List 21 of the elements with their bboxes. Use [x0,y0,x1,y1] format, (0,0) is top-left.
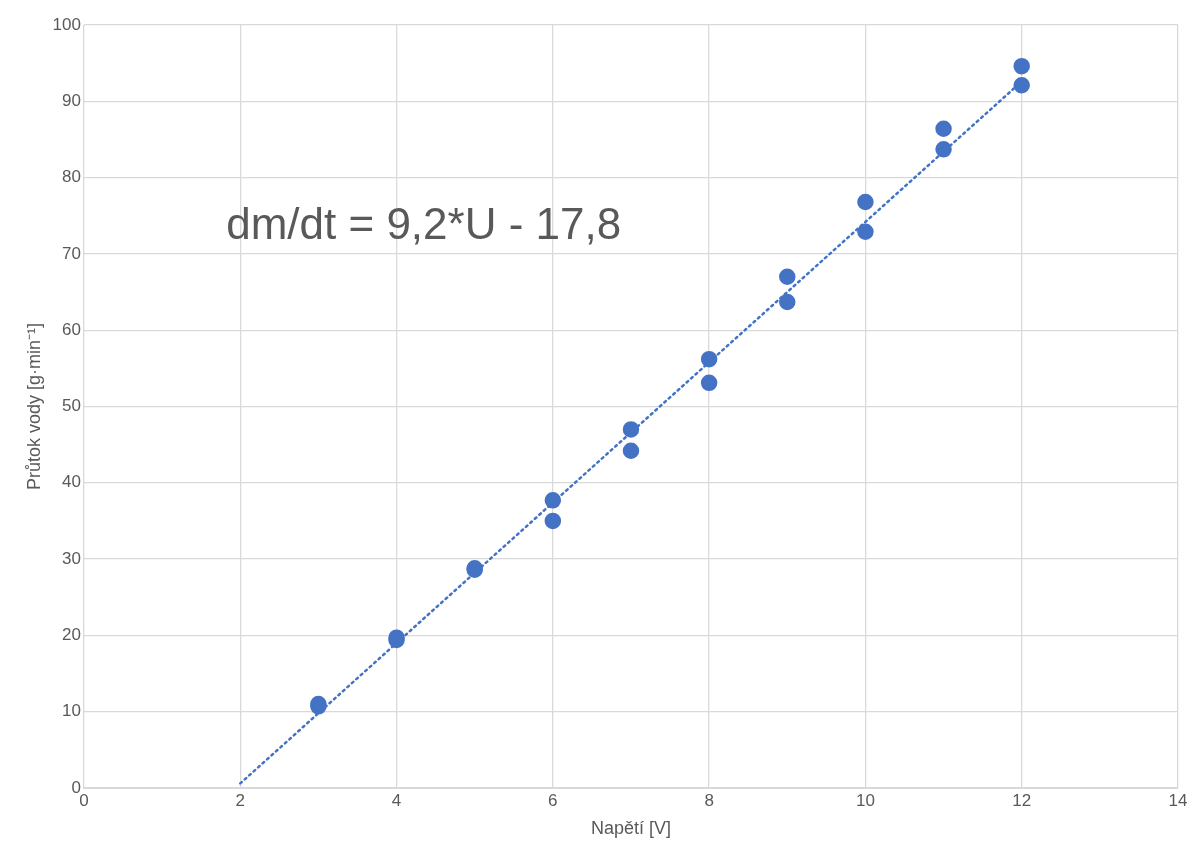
y-tick-label: 60 [62,319,81,339]
x-tick-label: 2 [235,790,245,810]
y-tick-label: 70 [62,243,81,263]
y-tick-label: 10 [62,701,81,721]
y-axis-title: Průtok vody [g·min⁻¹] [23,322,44,491]
y-tick-label: 80 [62,167,81,187]
y-tick-label: 40 [62,472,81,492]
x-tick-label: 10 [855,790,875,810]
x-tick-label: 8 [704,790,714,810]
y-tick-label: 0 [71,777,81,797]
annotation: dm/dt = 9,2*U - 17,8 [226,198,622,248]
x-tick-label: 6 [548,790,558,810]
x-axis-title: Napětí [V] [590,818,672,839]
y-tick-label: 100 [52,14,81,34]
y-tick-label: 90 [62,90,81,110]
x-tick-label: 12 [1012,790,1032,810]
y-tick-label: 20 [62,625,81,645]
x-tick-label: 4 [391,790,402,810]
x-tick-label: 14 [1168,790,1188,810]
y-tick-label: 30 [62,548,81,568]
y-tick-label: 50 [62,396,81,416]
